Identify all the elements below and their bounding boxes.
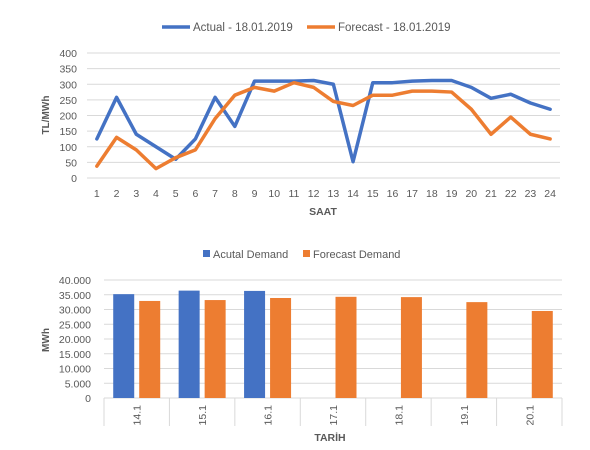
bar-chart-x-tick-label: 20.1 (524, 405, 536, 426)
actual-demand-bar (113, 294, 135, 398)
legend-forecast-demand-swatch (303, 250, 310, 257)
line-chart-x-tick-label: 8 (232, 188, 238, 200)
forecast-demand-bar (466, 302, 488, 398)
forecast-demand-bar (204, 300, 226, 398)
hourly-price-line-chart: Actual - 18.01.2019 Forecast - 18.01.201… (41, 22, 560, 218)
line-chart-y-tick-label: 250 (59, 95, 77, 107)
bar-chart-x-tick-label: 14.1 (132, 405, 144, 426)
line-chart-y-tick-labels: 0 50 100 150 200 250 300 350 400 (59, 48, 77, 185)
bar-chart-x-tick-labels: 14.1 15.1 16.1 17.1 18.1 19.1 20.1 (132, 405, 537, 426)
bar-chart-y-tick-label: 10.000 (59, 364, 91, 376)
bar-chart-x-tick-label: 17.1 (328, 405, 340, 426)
bar-chart-x-tick-label: 16.1 (263, 405, 275, 426)
line-chart-x-tick-labels: 1 2 3 4 5 6 7 8 9 10 11 12 13 14 15 16 17 18 19 20 21 22 23 24 (94, 188, 556, 200)
line-chart-x-tick-label: 11 (288, 188, 299, 200)
forecast-demand-bar (531, 310, 553, 398)
line-chart-x-tick-label: 22 (505, 188, 517, 200)
line-chart-y-tick-label: 0 (71, 173, 77, 185)
line-chart-y-tick-label: 50 (65, 157, 77, 169)
line-chart-x-tick-label: 23 (525, 188, 537, 200)
line-chart-y-tick-label: 150 (59, 126, 77, 138)
bar-chart-x-axis-title: TARİH (314, 431, 345, 444)
forecast-demand-bar (400, 297, 422, 398)
bar-chart-y-axis-title: MWh (41, 328, 52, 352)
bar-chart-y-tick-label: 0 (85, 393, 91, 405)
bar-chart-x-tick-label: 19.1 (459, 405, 471, 426)
bar-chart-y-tick-label: 5.000 (65, 378, 91, 390)
legend-actual-label: Actual - 18.01.2019 (193, 22, 293, 34)
line-chart-series (95, 78, 552, 171)
line-chart-x-tick-label: 21 (485, 188, 497, 200)
actual-demand-bar (178, 290, 200, 398)
legend-forecast-label: Forecast - 18.01.2019 (338, 22, 451, 34)
bar-chart-x-tick-label: 15.1 (197, 405, 209, 426)
forecast-demand-bar (335, 296, 357, 398)
bar-chart-legend: Acutal Demand Forecast Demand (203, 249, 400, 261)
line-chart-x-tick-label: 14 (347, 188, 359, 200)
bar-chart-y-tick-label: 30.000 (59, 305, 91, 317)
bar-chart-gridlines (103, 279, 563, 426)
line-chart-x-axis-title: SAAT (309, 206, 337, 218)
line-chart-x-tick-label: 18 (426, 188, 438, 200)
legend-actual-demand-swatch (203, 250, 210, 257)
line-chart-x-tick-label: 1 (94, 188, 100, 200)
line-chart-y-tick-label: 300 (59, 79, 77, 91)
line-chart-y-tick-label: 100 (59, 142, 77, 154)
line-chart-x-tick-label: 12 (308, 188, 320, 200)
line-chart-x-tick-label: 15 (367, 188, 379, 200)
line-chart-x-tick-label: 2 (114, 188, 120, 200)
line-chart-x-tick-label: 19 (446, 188, 458, 200)
daily-demand-bar-chart: Acutal Demand Forecast Demand 0 5.000 10.0… (41, 249, 563, 444)
line-chart-x-tick-label: 7 (212, 188, 218, 200)
bar-chart-x-tick-label: 18.1 (393, 405, 405, 426)
actual-demand-bar (244, 290, 266, 398)
bar-chart-y-tick-label: 25.000 (59, 319, 91, 331)
line-chart-x-tick-label: 6 (192, 188, 198, 200)
line-chart-x-tick-label: 17 (406, 188, 418, 200)
line-chart-gridlines (87, 52, 560, 179)
line-chart-x-tick-label: 13 (328, 188, 340, 200)
legend-forecast-demand-label: Forecast Demand (313, 249, 400, 261)
line-chart-x-tick-label: 10 (268, 188, 280, 200)
line-chart-x-tick-label: 3 (133, 188, 139, 200)
line-chart-y-tick-label: 350 (59, 64, 77, 76)
bar-chart-y-tick-labels: 0 5.000 10.000 15.000 20.000 25.000 30.000 35.0… (59, 275, 91, 405)
forecast-price-line (95, 80, 552, 171)
line-chart-y-axis-title: TL/MWh (41, 96, 52, 135)
actual-price-line (95, 78, 552, 164)
legend-actual-demand-label: Acutal Demand (213, 249, 288, 261)
line-chart-y-tick-label: 400 (59, 48, 77, 60)
line-chart-y-tick-label: 200 (59, 111, 77, 123)
line-chart-x-tick-label: 5 (173, 188, 179, 200)
forecast-demand-bar (270, 297, 292, 398)
line-chart-x-tick-label: 24 (544, 188, 556, 200)
bar-chart-y-tick-label: 15.000 (59, 349, 91, 361)
bar-chart-y-tick-label: 40.000 (59, 275, 91, 287)
bar-chart-bars (113, 290, 553, 398)
line-chart-x-tick-label: 16 (387, 188, 399, 200)
bar-chart-y-tick-label: 35.000 (59, 290, 91, 302)
line-chart-legend: Actual - 18.01.2019 Forecast - 18.01.201… (162, 22, 451, 34)
line-chart-x-tick-label: 4 (153, 188, 159, 200)
line-chart-x-tick-label: 9 (252, 188, 258, 200)
forecast-demand-bar (139, 300, 161, 398)
line-chart-x-tick-label: 20 (465, 188, 477, 200)
bar-chart-y-tick-label: 20.000 (59, 334, 91, 346)
